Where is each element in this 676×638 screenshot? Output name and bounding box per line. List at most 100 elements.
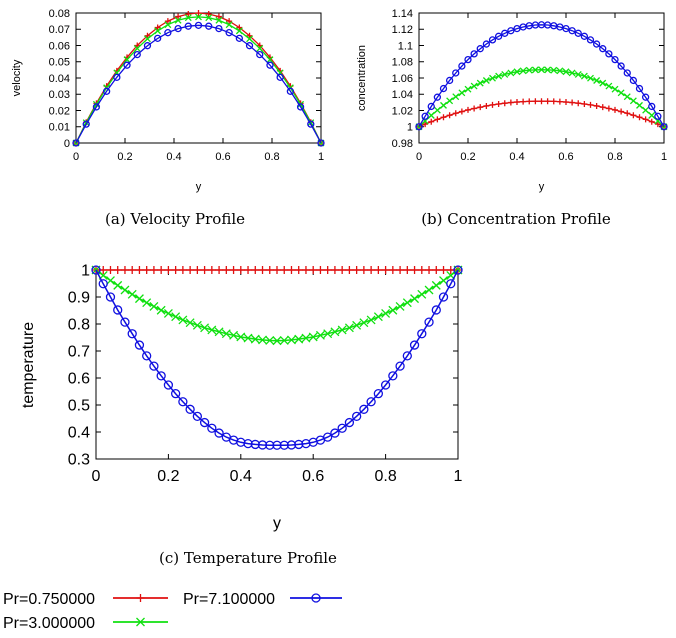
temperature-data-point (337, 325, 347, 335)
temperature-data-point (338, 266, 347, 274)
temperature-data-point (424, 285, 434, 295)
concentration-data-point (574, 70, 582, 78)
concentration-data-point (445, 76, 454, 85)
temperature-series-line (95, 269, 459, 342)
velocity-data-point (307, 120, 315, 128)
concentration-data-point (433, 106, 441, 114)
concentration-data-point (482, 40, 491, 48)
temperature-data-point (170, 389, 181, 399)
concentration-data-point (495, 72, 503, 80)
temperature-data-point (178, 397, 188, 407)
temperature-data-point (236, 332, 246, 342)
concentration-data-point (629, 76, 638, 85)
concentration-data-point (605, 82, 613, 90)
velocity-series-plus (73, 10, 324, 146)
temperature-data-point (178, 266, 187, 274)
caption-concentration: (b) Concentration Profile (421, 210, 611, 228)
concentration-data-point (434, 116, 441, 123)
velocity-data-point (225, 21, 233, 29)
temperature-data-point (351, 411, 362, 421)
concentration-data-point (568, 69, 576, 77)
temperature-data-point (222, 266, 231, 274)
concentration-data-point (439, 84, 448, 93)
caption-temperature: (c) Temperature Profile (159, 549, 337, 567)
concentration-data-point (563, 99, 569, 106)
temperature-data-point (417, 266, 426, 274)
velocity-data-point (215, 16, 223, 24)
legend-symbol-pr-7.1 (290, 593, 342, 603)
temperature-data-point (366, 397, 376, 407)
concentration-series-circle (415, 21, 668, 131)
temperature-chart: 0 0.2 0.4 0.6 0.8 1 0.3 0.4 0.5 0.6 0.7 0.8 0.9 1 y tem… (20, 263, 463, 532)
temperature-data-point (265, 266, 274, 274)
velocity-xtick-label: 0 (73, 151, 79, 163)
temperature-data-point (192, 411, 203, 421)
caption-velocity: (a) Velocity Profile (105, 210, 245, 228)
velocity-data-point (246, 35, 253, 43)
concentration-data-point (514, 99, 520, 106)
velocity-data-point (133, 50, 141, 59)
velocity-data-point (235, 27, 243, 35)
velocity-ytick-label: 0.02 (49, 105, 70, 117)
velocity-data-point (154, 24, 161, 31)
velocity-data-point (266, 61, 274, 69)
concentration-ytick-label: 1.08 (392, 57, 413, 69)
temperature-data-point (352, 320, 362, 330)
concentration-ytick-label: 1.02 (392, 105, 413, 117)
temperature-data-point (315, 330, 325, 340)
velocity-x-axis-label: y (196, 181, 202, 193)
temperature-data-point (359, 266, 368, 274)
temperature-data-point (135, 266, 144, 274)
velocity-data-point (174, 24, 182, 33)
temperature-data-point (417, 289, 427, 299)
temperature-data-point (402, 351, 412, 361)
temperature-data-point (272, 440, 282, 450)
temperature-data-point (200, 266, 209, 274)
concentration-data-point (544, 66, 552, 74)
velocity-ytick-label: 0.08 (49, 8, 70, 20)
temperature-data-point (207, 325, 217, 335)
concentration-data-point (550, 98, 557, 105)
temperature-data-point (410, 294, 420, 304)
concentration-data-point (483, 102, 490, 109)
concentration-data-point (471, 105, 478, 112)
temperature-data-point (192, 320, 202, 330)
temperature-data-point (273, 266, 281, 274)
concentration-data-point (464, 55, 472, 64)
temperature-data-point (279, 440, 289, 450)
concentration-data-point (532, 98, 539, 105)
velocity-y-axis-label: velocity (11, 59, 23, 96)
concentration-data-point (636, 114, 643, 121)
concentration-data-point (648, 118, 655, 125)
temperature-data-point (221, 329, 231, 339)
temperature-data-point (156, 305, 166, 315)
temperature-data-point (330, 266, 339, 274)
temperature-xtick-label: 0 (92, 468, 101, 485)
legend-label-pr-0.75: Pr=0.750000 (3, 591, 95, 608)
temperature-data-point (344, 323, 354, 333)
temperature-data-point (91, 265, 101, 275)
concentration-data-point (477, 104, 484, 111)
concentration-data-point (587, 101, 594, 108)
concentration-data-point (569, 99, 576, 106)
temperature-data-point (373, 312, 383, 322)
temperature-data-point (120, 266, 129, 274)
temperature-series-cross (91, 265, 463, 346)
concentration-data-point (489, 74, 496, 82)
temperature-data-point (381, 266, 390, 274)
concentration-xtick-label: 0 (416, 151, 422, 163)
velocity-data-point (286, 87, 295, 95)
temperature-x-axis-label: y (273, 515, 281, 532)
concentration-xtick-label: 0.2 (460, 151, 475, 163)
concentration-chart: 0 0.2 0.4 0.6 0.8 1 0.98 1 1.02 1.04 1.06 1.08 1.1 1.… (356, 8, 668, 193)
temperature-data-point (113, 305, 123, 315)
velocity-ytick-label: 0.05 (49, 57, 70, 69)
temperature-data-point (417, 329, 427, 339)
velocity-data-point (102, 87, 111, 95)
concentration-ytick-label: 1.1 (398, 40, 413, 52)
velocity-data-point (164, 18, 171, 25)
temperature-data-point (345, 266, 354, 274)
temperature-data-point (431, 280, 441, 290)
concentration-data-point (630, 112, 637, 119)
concentration-data-point (642, 106, 650, 114)
